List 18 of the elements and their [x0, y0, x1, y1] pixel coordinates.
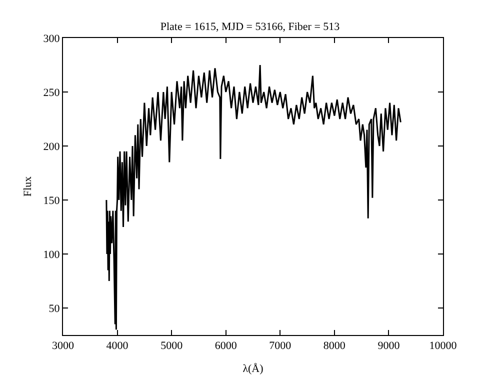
x-tick-label: 7000 [269, 340, 292, 352]
x-tick-label: 6000 [214, 340, 238, 352]
y-tick-label: 200 [43, 140, 60, 153]
x-axis-title: λ(Å) [242, 362, 264, 375]
y-tick-label: 300 [43, 32, 60, 45]
y-tick-label: 100 [43, 248, 60, 261]
y-tick-label: 50 [48, 302, 60, 315]
x-tick-label: 3000 [52, 340, 74, 352]
y-tick-label: 250 [43, 86, 60, 99]
x-tick-label: 4000 [106, 340, 129, 352]
chart-title: Plate = 1615, MJD = 53166, Fiber = 513 [160, 21, 340, 34]
x-tick-label: 10000 [429, 340, 458, 352]
x-tick-label: 9000 [378, 340, 400, 352]
y-tick-label: 150 [43, 194, 60, 207]
line-series [106, 64, 402, 330]
x-tick-label: 8000 [323, 340, 346, 352]
x-tick-label: 5000 [160, 340, 184, 352]
y-axis-title: Flux [22, 176, 34, 197]
